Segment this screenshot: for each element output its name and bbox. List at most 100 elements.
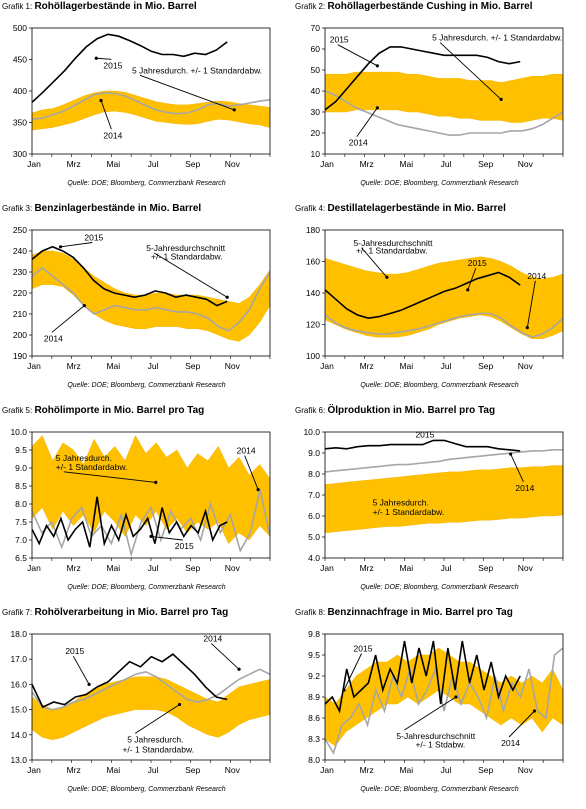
x-tick-label: Mai: [399, 563, 413, 573]
annotation-label: 2014: [515, 483, 534, 493]
plot-area: [32, 245, 270, 342]
plot-area: [32, 653, 270, 741]
annotation-arrow: [343, 653, 362, 691]
x-tick-label: Nov: [518, 159, 534, 169]
annotation-arrowhead: [375, 64, 379, 68]
series-2014-line: [32, 489, 270, 558]
y-tick-label: 160: [306, 257, 320, 267]
annotation-label: 2014: [44, 333, 63, 343]
plot-area: [325, 640, 563, 755]
std-band-area: [325, 256, 563, 339]
series-2015-line: [32, 33, 228, 103]
x-tick-label: Jan: [320, 765, 334, 775]
x-tick-label: Nov: [225, 563, 241, 573]
chart-svg: 100 120 140 160 180 Jan Mrz Mai Jul Sep Nov 5-Jahre…: [306, 225, 564, 371]
chart-title: Grafik 7: Rohölverarbeitung in Mio. Barr…: [2, 607, 228, 618]
chart-panel-c2: Grafik 2: Rohöllagerbestände Cushing in …: [293, 0, 586, 202]
std-band-area: [32, 90, 270, 131]
x-tick-label: Sep: [478, 361, 493, 371]
y-tick-label: 9.5: [308, 650, 320, 660]
y-tick-label: 6.5: [15, 553, 27, 563]
chart-number-label: Grafik 6:: [295, 406, 328, 415]
annotation-label: 5 Jahresdurch. +/- 1 Standardabw.: [432, 33, 562, 43]
y-tick-label: 18.0: [10, 629, 27, 639]
series-2014-line: [32, 266, 270, 332]
y-tick-label: 7.0: [308, 490, 320, 500]
y-tick-label: 8.3: [308, 734, 320, 744]
y-tick-label: 15.0: [10, 705, 27, 715]
annotation-arrowhead: [149, 534, 153, 538]
annotation-arrow: [60, 242, 93, 248]
annotation-label: +/- 1 Standardabw.: [356, 246, 428, 256]
chart-svg: 6.5 7.0 7.5 8.0 8.5 9.0 9.5 10.0 Jan Mrz Mai Jul Sep…: [10, 427, 271, 573]
std-band-area: [32, 676, 270, 741]
chart-svg: 8.0 8.3 8.6 8.9 9.2 9.5 9.8 Jan Mrz Mai Jul Sep Nov 2…: [308, 629, 564, 775]
x-tick-label: Mai: [106, 159, 120, 169]
annotation-label: 2015: [65, 646, 84, 656]
annotation-label: 2014: [103, 130, 122, 140]
plot-area: [32, 435, 270, 558]
x-tick-label: Sep: [185, 563, 200, 573]
chart-number-label: Grafik 7:: [2, 608, 35, 617]
y-tick-label: 220: [13, 288, 27, 298]
chart-source-note: Quelle: DOE; Bloomberg, Commerzbank Rese…: [360, 786, 519, 793]
x-tick-label: Mai: [399, 159, 413, 169]
x-tick-label: Mai: [106, 563, 120, 573]
annotation-arrowhead: [177, 702, 182, 707]
y-tick-label: 10.0: [10, 427, 27, 437]
annotation-label: 5-Jahresdurchschnitt: [146, 243, 226, 253]
chart-title: Grafik 1: Rohöllagerbestände in Mio. Bar…: [2, 1, 197, 12]
annotation-label: 2015: [330, 35, 349, 45]
y-tick-label: 8.0: [308, 755, 320, 765]
x-tick-label: Jan: [27, 563, 41, 573]
y-tick-label: 230: [13, 267, 27, 277]
chart-number-label: Grafik 1:: [2, 2, 35, 11]
y-tick-label: 8.0: [15, 499, 27, 509]
y-tick-label: 100: [306, 351, 320, 361]
y-tick-label: 8.6: [308, 713, 320, 723]
y-tick-label: 450: [13, 55, 27, 65]
chart-source-note: Quelle: DOE; Bloomberg, Commerzbank Rese…: [67, 584, 226, 591]
y-tick-label: 350: [13, 118, 27, 128]
x-tick-label: Mai: [106, 361, 120, 371]
y-tick-label: 250: [13, 225, 27, 235]
x-tick-label: Sep: [478, 159, 493, 169]
y-tick-label: 200: [13, 330, 27, 340]
x-tick-label: Nov: [518, 765, 534, 775]
annotation-arrow: [356, 107, 378, 137]
annotation-arrow: [211, 643, 240, 670]
annotation-arrow: [337, 44, 378, 67]
annotation-arrowhead: [232, 108, 236, 112]
annotation-arrowhead: [454, 695, 458, 699]
chart-panel-c7: Grafik 7: Rohölverarbeitung in Mio. Barr…: [0, 606, 293, 808]
annotation-label: 2015: [415, 429, 434, 439]
x-tick-label: Sep: [185, 765, 200, 775]
annotation-arrowhead: [99, 98, 103, 103]
annotation-arrowhead: [499, 97, 503, 101]
chart-source-note: Quelle: DOE; Bloomberg, Commerzbank Rese…: [67, 786, 226, 793]
chart-title: Grafik 5: Rohölimporte in Mio. Barrel pr…: [2, 405, 204, 416]
chart-panel-c6: Grafik 6: Ölproduktion in Mio. Barrel pr…: [293, 404, 586, 606]
chart-title: Grafik 4: Destillatelagerbestände in Mio…: [295, 203, 506, 214]
chart-title-text: Rohöllagerbestände Cushing in Mio. Barre…: [327, 1, 533, 12]
chart-source-note: Quelle: DOE; Bloomberg, Commerzbank Rese…: [360, 584, 519, 591]
chart-number-label: Grafik 3:: [2, 204, 35, 213]
x-tick-label: Jan: [320, 361, 334, 371]
x-tick-label: Mrz: [360, 563, 374, 573]
y-tick-label: 300: [13, 149, 27, 159]
y-tick-label: 8.9: [308, 692, 320, 702]
annotation-arrowhead: [94, 56, 98, 60]
annotation-label: 2015: [468, 258, 487, 268]
chart-source-note: Quelle: DOE; Bloomberg, Commerzbank Rese…: [67, 382, 226, 389]
annotation-label: 5-Jahresdurchschnitt: [354, 238, 434, 248]
x-tick-label: Nov: [225, 159, 241, 169]
y-tick-label: 400: [13, 86, 27, 96]
x-tick-label: Mai: [399, 361, 413, 371]
annotation-arrow: [526, 280, 536, 328]
y-tick-label: 9.5: [15, 445, 27, 455]
x-tick-label: Nov: [518, 361, 534, 371]
annotation-label: 5-Jahresdurchschnitt: [396, 731, 476, 741]
annotation-arrowhead: [154, 480, 158, 484]
series-2015-line: [325, 640, 521, 714]
annotation-arrow: [404, 696, 457, 731]
